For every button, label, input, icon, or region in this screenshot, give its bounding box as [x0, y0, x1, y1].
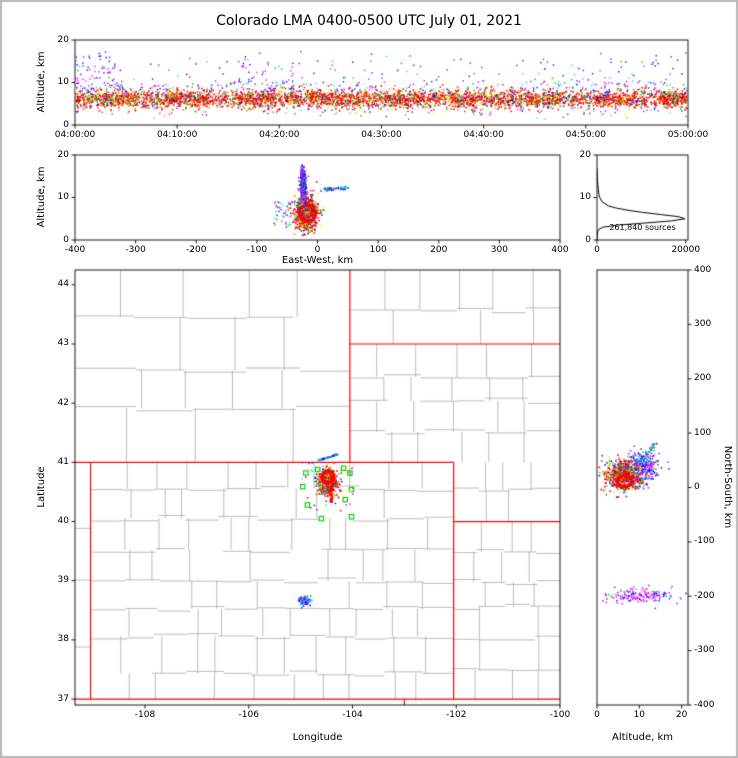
panel-altitude-histogram [597, 155, 688, 240]
panel-east-west-height [75, 155, 560, 240]
panel-north-south-height [597, 270, 688, 705]
panel-time-height [75, 40, 688, 125]
panel-plan-view-map [75, 270, 560, 705]
